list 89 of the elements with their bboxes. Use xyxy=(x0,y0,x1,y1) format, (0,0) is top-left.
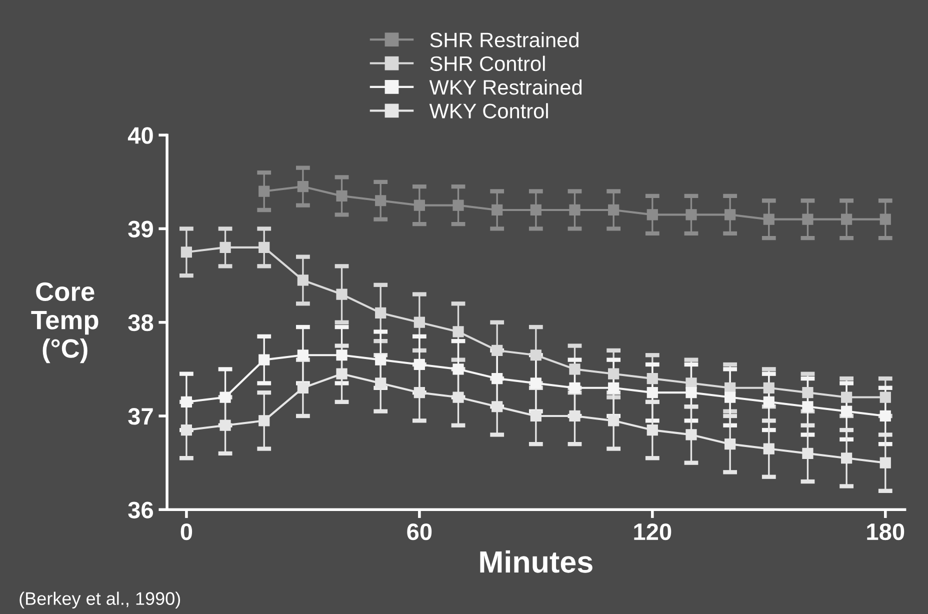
point xyxy=(841,406,852,417)
point xyxy=(802,214,814,225)
point xyxy=(452,364,464,375)
point xyxy=(646,372,658,384)
point xyxy=(530,204,542,216)
point xyxy=(569,204,580,216)
y-axis-title: Core Temp (°C) xyxy=(31,282,98,364)
legend-label: WKY Control xyxy=(429,103,548,118)
point xyxy=(802,401,814,412)
point xyxy=(686,429,697,440)
point xyxy=(414,200,425,211)
point xyxy=(880,410,891,422)
point xyxy=(569,364,580,375)
point xyxy=(841,452,852,464)
x-tick-label: 120 xyxy=(634,523,672,540)
point xyxy=(530,378,542,389)
point xyxy=(492,344,503,356)
point xyxy=(763,382,774,394)
point xyxy=(452,200,464,211)
point xyxy=(258,354,270,366)
point xyxy=(763,443,774,454)
x-tick-label: 60 xyxy=(407,523,432,540)
point xyxy=(336,190,348,202)
point xyxy=(492,204,503,216)
point xyxy=(802,448,814,459)
point xyxy=(414,387,425,398)
legend-label: SHR Restrained xyxy=(430,32,578,48)
point xyxy=(646,387,658,398)
point xyxy=(646,424,658,436)
point xyxy=(297,274,308,286)
point xyxy=(686,387,697,398)
point xyxy=(724,209,736,220)
point xyxy=(297,382,308,394)
point xyxy=(180,396,192,408)
point xyxy=(258,242,270,253)
point xyxy=(530,410,542,422)
point xyxy=(336,288,348,300)
y-tick-label: 38 xyxy=(128,314,154,332)
point xyxy=(724,438,736,450)
point xyxy=(763,396,774,408)
point xyxy=(686,209,697,220)
x-axis-title: Minutes xyxy=(480,550,592,573)
point xyxy=(841,392,852,403)
point xyxy=(375,195,386,206)
point xyxy=(297,350,308,361)
point xyxy=(880,392,891,403)
point xyxy=(180,246,192,258)
x-tick-label: 0 xyxy=(180,523,192,540)
point xyxy=(802,387,814,398)
point xyxy=(220,242,231,253)
point xyxy=(414,316,425,328)
point xyxy=(724,392,736,403)
point xyxy=(375,378,386,389)
point xyxy=(569,410,580,422)
point xyxy=(220,420,231,431)
point xyxy=(608,204,620,216)
point xyxy=(375,354,386,366)
point xyxy=(375,307,386,319)
point xyxy=(880,457,891,468)
point xyxy=(841,214,852,225)
point xyxy=(686,378,697,389)
point xyxy=(608,368,620,380)
point xyxy=(258,186,270,197)
text: (Berkey et al., 1990) xyxy=(20,592,180,609)
point xyxy=(569,382,580,394)
point xyxy=(336,350,348,361)
y-tick-label: 36 xyxy=(128,502,153,518)
point xyxy=(297,181,308,192)
point xyxy=(530,350,542,361)
point xyxy=(220,392,231,403)
point xyxy=(180,424,192,436)
y-tick-label: 37 xyxy=(128,408,153,425)
x-tick-label: 180 xyxy=(867,523,904,540)
y-tick-label: 39 xyxy=(128,220,153,238)
legend-label: WKY Restrained xyxy=(429,79,582,95)
point xyxy=(608,382,620,394)
y-tick-label: 40 xyxy=(128,127,153,144)
legend-label: SHR Control xyxy=(430,56,545,72)
point xyxy=(763,214,774,225)
point xyxy=(336,368,348,380)
point xyxy=(452,326,464,338)
point xyxy=(452,392,464,403)
point xyxy=(880,214,891,225)
point xyxy=(414,358,425,370)
point xyxy=(608,415,620,426)
point xyxy=(646,209,658,220)
point xyxy=(492,372,503,384)
point xyxy=(492,401,503,412)
point xyxy=(258,415,270,426)
